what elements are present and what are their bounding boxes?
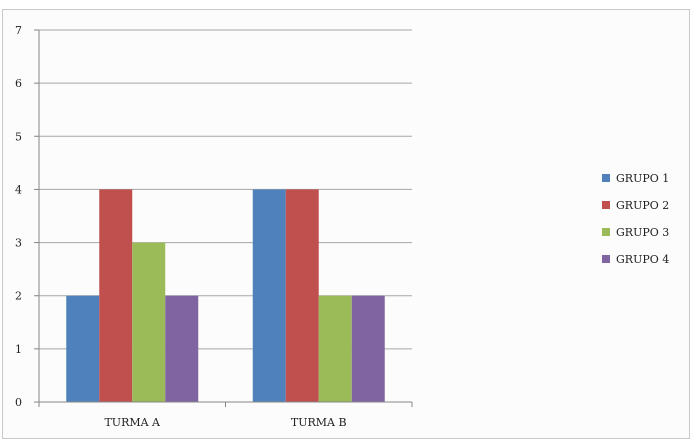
x-tick-label: TURMA A: [104, 416, 161, 429]
legend-swatch: [602, 228, 610, 236]
tick-labels: 0 1 2 3 4 5 6 7 TURMA A TURMA B: [15, 24, 347, 429]
bar-grupo-3-turma-b: [318, 295, 352, 402]
y-tick-label: 5: [15, 130, 22, 143]
legend-swatch: [602, 174, 610, 182]
bar-grupo-1-turma-b: [252, 189, 286, 402]
bars: [66, 189, 385, 402]
bar-grupo-2-turma-b: [285, 189, 319, 402]
y-tick-label: 4: [15, 183, 22, 196]
y-tick-label: 6: [15, 77, 22, 90]
legend-swatch: [602, 201, 610, 209]
legend-swatch: [602, 255, 610, 263]
legend-label: GRUPO 4: [616, 253, 669, 266]
bar-grupo-4-turma-b: [351, 295, 385, 402]
x-tick-label: TURMA B: [291, 416, 347, 429]
bar-grupo-1-turma-a: [66, 295, 100, 402]
axes: [34, 29, 413, 407]
legend-label: GRUPO 2: [616, 199, 669, 212]
bar-grupo-2-turma-a: [99, 189, 133, 402]
y-tick-label: 3: [15, 237, 22, 250]
legend-label: GRUPO 3: [616, 226, 669, 239]
y-tick-label: 2: [15, 290, 22, 303]
y-tick-label: 7: [15, 24, 22, 37]
bar-grupo-3-turma-a: [132, 242, 166, 402]
y-tick-label: 1: [15, 343, 22, 356]
legend: GRUPO 1 GRUPO 2 GRUPO 3 GRUPO 4: [602, 172, 669, 266]
y-tick-label: 0: [15, 396, 22, 409]
bar-grupo-4-turma-a: [165, 295, 199, 402]
legend-label: GRUPO 1: [616, 172, 669, 185]
